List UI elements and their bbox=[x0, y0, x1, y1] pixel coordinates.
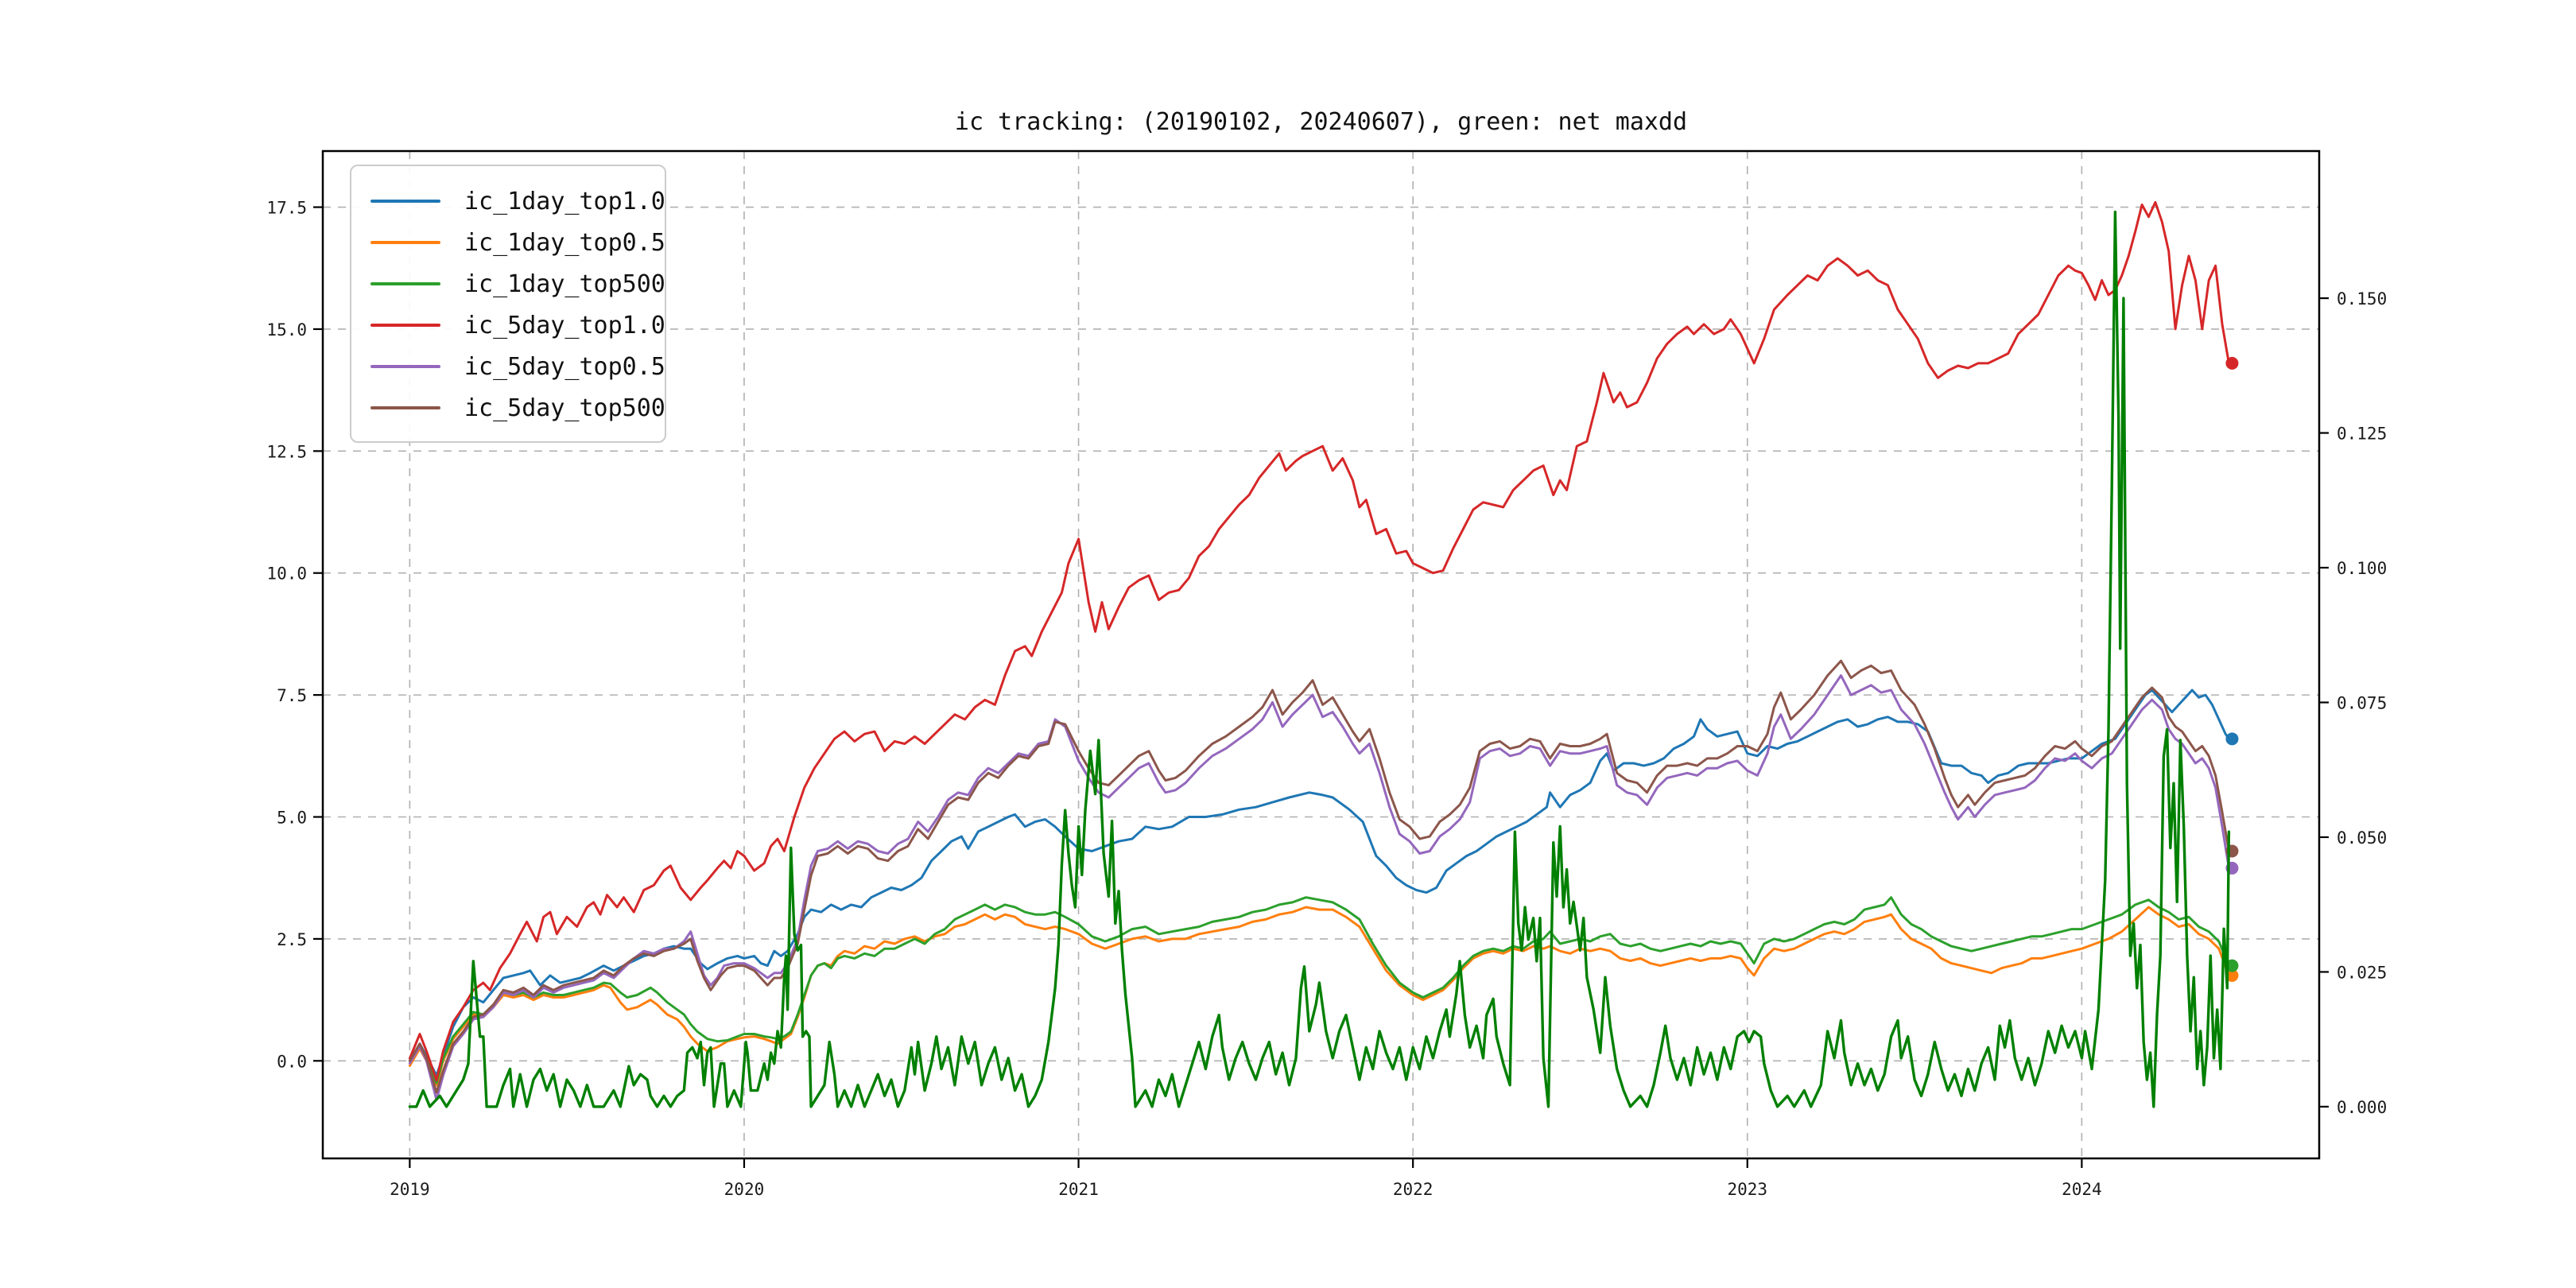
legend-label: ic_5day_top500 bbox=[464, 394, 665, 422]
y-right-tick-label: 0.000 bbox=[2337, 1098, 2387, 1117]
axes: 2019 2020 2021 2022 2023 2024 0.0 2.5 5.0 7.5 10.0… bbox=[266, 149, 2387, 1199]
y-left-tick-label: 5.0 bbox=[277, 809, 307, 828]
legend-item-ic_1day_top1.0: ic_1day_top1.0 bbox=[370, 180, 665, 222]
x-tick-label: 2023 bbox=[1727, 1180, 1767, 1199]
y-right-tick-label: 0.075 bbox=[2337, 693, 2387, 712]
x-tick-label: 2024 bbox=[2062, 1180, 2102, 1199]
y-left-tick-label: 2.5 bbox=[277, 930, 307, 949]
legend-label: ic_1day_top1.0 bbox=[464, 187, 665, 215]
series-line-ic_5day_top500 bbox=[408, 659, 2230, 1094]
legend-label: ic_5day_top0.5 bbox=[464, 352, 665, 381]
legend: ic_1day_top1.0 ic_1day_top0.5 ic_1day_top5… bbox=[350, 165, 666, 443]
y-right-tick-label: 0.100 bbox=[2337, 559, 2387, 578]
series-line-net_maxdd bbox=[408, 210, 2231, 1108]
legend-label: ic_1day_top0.5 bbox=[464, 228, 665, 257]
y-left-tick-label: 12.5 bbox=[266, 442, 307, 461]
series-line-ic_1day_top0.5 bbox=[408, 906, 2230, 1087]
series-line-ic_5day_top0.5 bbox=[408, 674, 2230, 1101]
legend-label: ic_5day_top1.0 bbox=[464, 311, 665, 339]
y-right-tick-label: 0.150 bbox=[2337, 289, 2387, 308]
y-left-tick-label: 7.5 bbox=[277, 686, 307, 705]
y-left-tick-label: 15.0 bbox=[266, 320, 307, 339]
y-left-tick-label: 17.5 bbox=[266, 199, 307, 218]
plot-border bbox=[321, 149, 2321, 1160]
legend-item-ic_1day_top0.5: ic_1day_top0.5 bbox=[370, 222, 665, 263]
legend-label: ic_1day_top500 bbox=[464, 270, 665, 298]
series-end-dot-ic_1day_top0.5 bbox=[2225, 968, 2239, 982]
series-line-ic_1day_top500 bbox=[408, 896, 2230, 1084]
y-right-tick-label: 0.125 bbox=[2337, 425, 2387, 444]
legend-item-ic_5day_top1.0: ic_5day_top1.0 bbox=[370, 305, 665, 346]
x-tick-label: 2020 bbox=[724, 1180, 765, 1199]
x-tick-label: 2019 bbox=[390, 1180, 430, 1199]
legend-item-ic_1day_top500: ic_1day_top500 bbox=[370, 263, 665, 305]
legend-line-swatch bbox=[370, 324, 440, 327]
legend-line-swatch bbox=[370, 241, 440, 244]
y-left-tick-label: 10.0 bbox=[266, 564, 307, 584]
legend-line-swatch bbox=[370, 282, 440, 285]
legend-item-ic_5day_top500: ic_5day_top500 bbox=[370, 387, 665, 429]
legend-item-ic_5day_top0.5: ic_5day_top0.5 bbox=[370, 346, 665, 387]
legend-line-swatch bbox=[370, 365, 440, 368]
y-right-tick-label: 0.025 bbox=[2337, 963, 2387, 982]
y-left-tick-label: 0.0 bbox=[277, 1052, 307, 1071]
series-line-ic_5day_top1.0 bbox=[408, 200, 2230, 1082]
series-end-dot-ic_5day_top1.0 bbox=[2225, 356, 2239, 370]
x-tick-label: 2021 bbox=[1058, 1180, 1099, 1199]
series-lines bbox=[408, 200, 2239, 1108]
series-line-ic_1day_top1.0 bbox=[408, 689, 2230, 1077]
legend-line-swatch bbox=[370, 406, 440, 409]
series-end-dot-ic_1day_top1.0 bbox=[2225, 732, 2239, 746]
chart-title: ic tracking: (20190102, 20240607), green… bbox=[954, 108, 1688, 136]
y-right-tick-label: 0.050 bbox=[2337, 828, 2387, 848]
series-end-dot-ic_1day_top500 bbox=[2225, 959, 2239, 972]
x-tick-label: 2022 bbox=[1393, 1180, 1433, 1199]
legend-line-swatch bbox=[370, 200, 440, 203]
